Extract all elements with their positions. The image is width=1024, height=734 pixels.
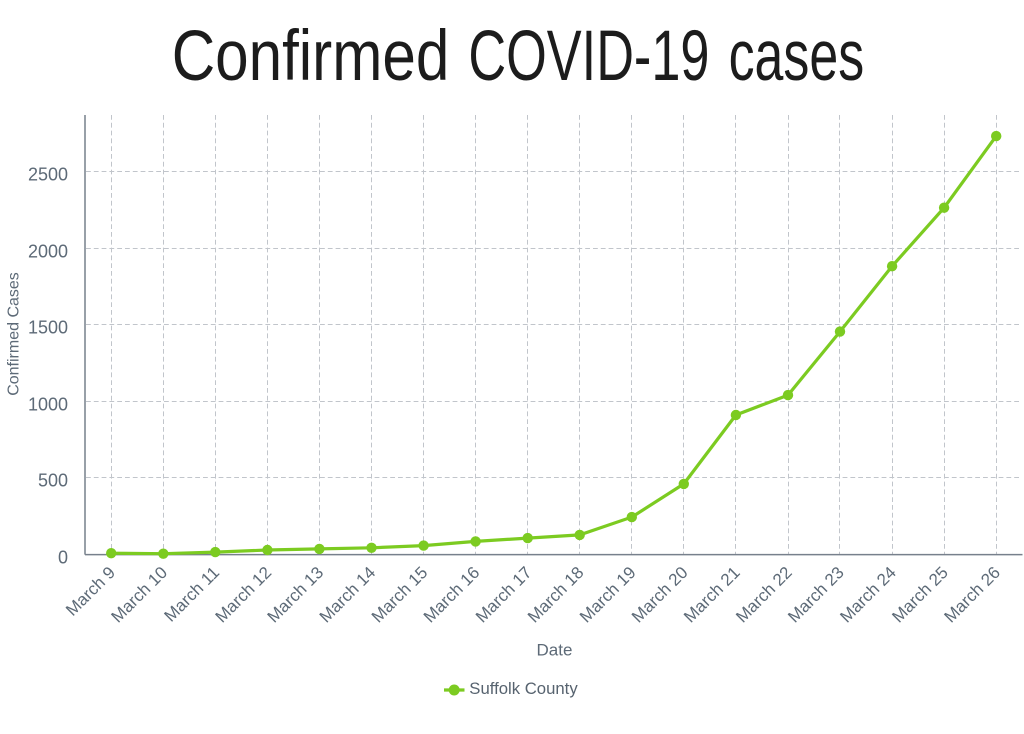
svg-text:cases: cases <box>729 17 865 96</box>
svg-text:Suffolk County: Suffolk County <box>469 679 578 698</box>
svg-text:2500: 2500 <box>28 165 68 185</box>
svg-text:1500: 1500 <box>28 318 68 338</box>
svg-text:Date: Date <box>537 641 573 660</box>
svg-text:0: 0 <box>58 548 68 568</box>
svg-text:COVID-19: COVID-19 <box>468 17 709 96</box>
svg-text:2000: 2000 <box>28 242 68 262</box>
svg-text:Confirmed: Confirmed <box>172 17 450 96</box>
svg-text:Confirmed Cases: Confirmed Cases <box>6 272 23 396</box>
svg-text:500: 500 <box>38 471 68 491</box>
svg-text:1000: 1000 <box>28 395 68 415</box>
